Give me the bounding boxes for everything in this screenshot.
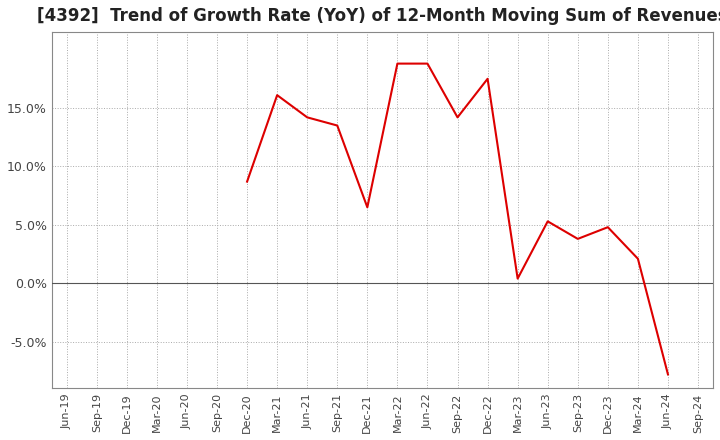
- Title: [4392]  Trend of Growth Rate (YoY) of 12-Month Moving Sum of Revenues: [4392] Trend of Growth Rate (YoY) of 12-…: [37, 7, 720, 25]
